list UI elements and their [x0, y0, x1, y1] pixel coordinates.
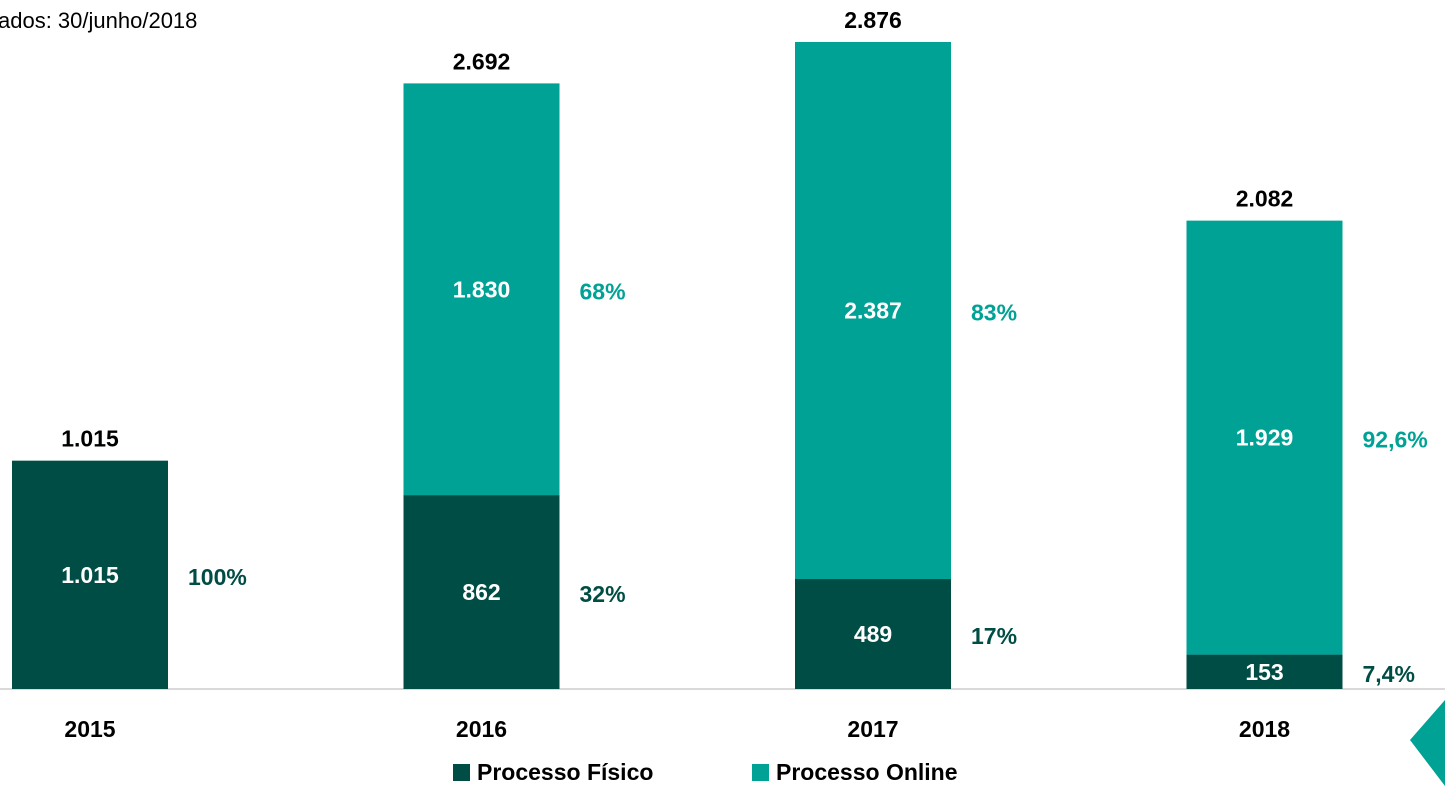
value-label: 1.830 — [453, 276, 511, 302]
bar-segment — [1186, 220, 1343, 655]
value-label: 2.387 — [844, 298, 902, 324]
value-label: 1.015 — [61, 562, 119, 588]
bar-segment — [403, 495, 560, 689]
total-label: 2.082 — [1236, 186, 1294, 212]
x-tick-label: 2015 — [64, 716, 115, 742]
bar-segment — [1186, 654, 1343, 689]
bar-segment — [403, 83, 560, 496]
legend-swatch — [752, 764, 769, 781]
value-label: 153 — [1245, 659, 1283, 685]
percent-label: 100% — [188, 564, 247, 590]
percent-label: 32% — [580, 581, 626, 607]
total-label: 1.015 — [61, 426, 119, 452]
legend-label: Processo Físico — [477, 759, 653, 785]
legend-label: Processo Online — [776, 759, 958, 785]
x-tick-label: 2018 — [1239, 716, 1290, 742]
value-label: 1.929 — [1236, 425, 1294, 451]
x-tick-label: 2017 — [847, 716, 898, 742]
total-label: 2.876 — [844, 7, 902, 33]
total-label: 2.692 — [453, 48, 511, 74]
percent-label: 7,4% — [1363, 661, 1415, 687]
value-label: 489 — [854, 621, 892, 647]
bar-segment — [12, 460, 168, 689]
subtitle: ados: 30/junho/2018 — [0, 8, 197, 33]
decoration — [1410, 700, 1445, 786]
bar-segment — [795, 578, 951, 689]
value-label: 862 — [462, 579, 500, 605]
percent-label: 92,6% — [1363, 427, 1428, 453]
percent-label: 68% — [580, 278, 626, 304]
bar-segment — [795, 42, 951, 579]
legend-swatch — [453, 764, 470, 781]
percent-label: 83% — [971, 300, 1017, 326]
percent-label: 17% — [971, 623, 1017, 649]
x-tick-label: 2016 — [456, 716, 507, 742]
